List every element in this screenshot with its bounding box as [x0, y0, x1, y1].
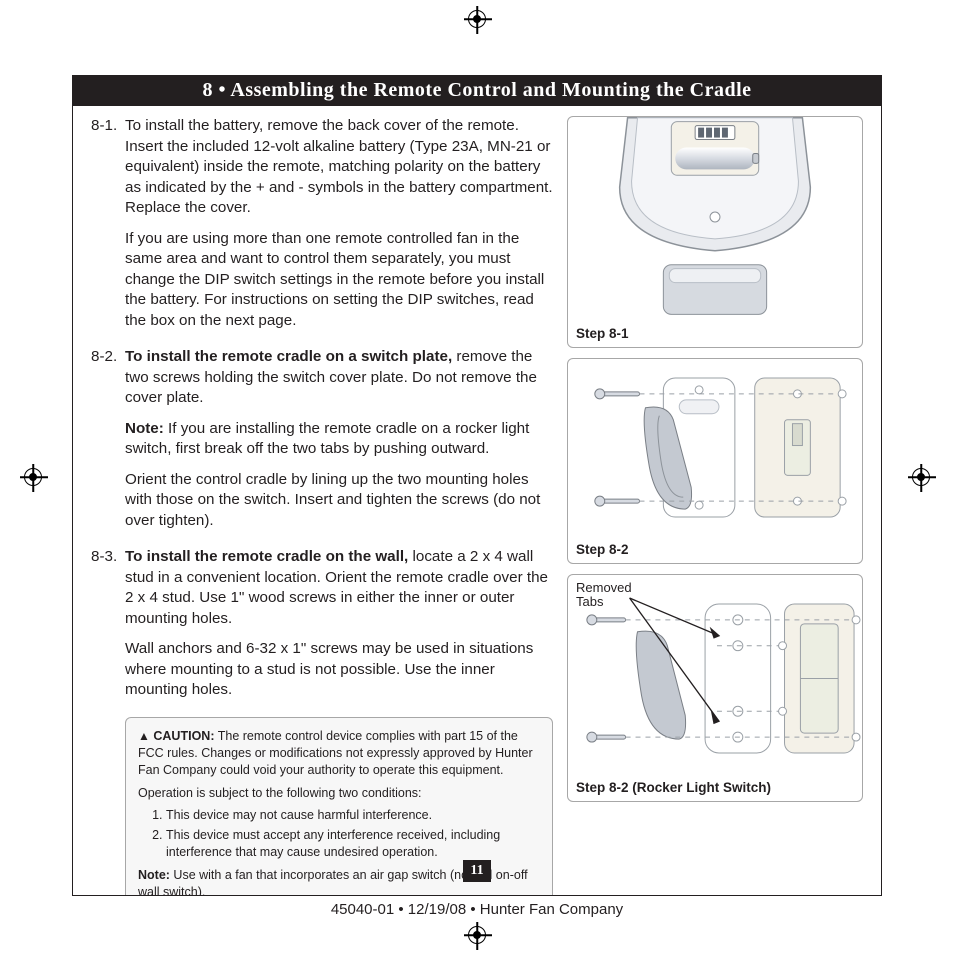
registration-mark-right — [912, 468, 930, 486]
registration-mark-bottom — [468, 926, 486, 944]
caution-icon: ▲ — [138, 728, 150, 744]
step-8-1-para-2: If you are using more than one remote co… — [125, 229, 553, 332]
step-8-2-para-1: To install the remote cradle on a switch… — [125, 347, 553, 409]
step-number: 8-2. — [91, 347, 125, 541]
caution-condition-1: This device may not cause harmful interf… — [166, 807, 540, 824]
page-frame: 8 • Assembling the Remote Control and Mo… — [72, 75, 882, 896]
step-8-3-para-2: Wall anchors and 6-32 x 1" screws may be… — [125, 639, 553, 701]
figure-8-2-illustration — [568, 359, 862, 538]
page-number-badge: 11 — [463, 860, 491, 882]
figure-8-1-illustration — [568, 117, 862, 322]
figure-caption: Step 8-2 — [568, 538, 862, 563]
caution-condition-2: This device must accept any interference… — [166, 827, 540, 861]
figure-step-8-1: Step 8-1 — [567, 116, 863, 348]
figure-step-8-2: Step 8-2 — [567, 358, 863, 564]
content-area: 8-1. To install the battery, remove the … — [73, 106, 881, 895]
step-8-2-para-3: Orient the control cradle by lining up t… — [125, 470, 553, 532]
removed-tabs-label: Removed Tabs — [576, 581, 632, 608]
figure-step-8-2-rocker: Removed Tabs — [567, 574, 863, 802]
footer-line: 45040-01 • 12/19/08 • Hunter Fan Company — [0, 901, 954, 918]
step-8-3-para-1: To install the remote cradle on the wall… — [125, 547, 553, 629]
caution-conditions-intro: Operation is subject to the following tw… — [138, 785, 540, 802]
step-8-2: 8-2. To install the remote cradle on a s… — [91, 347, 553, 541]
step-8-1-para-1: To install the battery, remove the back … — [125, 116, 553, 219]
figure-caption: Step 8-2 (Rocker Light Switch) — [568, 776, 862, 801]
step-8-3: 8-3. To install the remote cradle on the… — [91, 547, 553, 711]
section-title: 8 • Assembling the Remote Control and Mo… — [73, 76, 881, 106]
figure-caption: Step 8-1 — [568, 322, 862, 347]
step-number: 8-3. — [91, 547, 125, 711]
text-column: 8-1. To install the battery, remove the … — [91, 116, 553, 887]
registration-mark-left — [24, 468, 42, 486]
caution-conditions-list: This device may not cause harmful interf… — [166, 807, 540, 861]
step-8-1: 8-1. To install the battery, remove the … — [91, 116, 553, 341]
step-8-2-note: Note: If you are installing the remote c… — [125, 419, 553, 460]
figure-column: Step 8-1 — [567, 116, 863, 887]
step-number: 8-1. — [91, 116, 125, 341]
registration-mark-top — [468, 10, 486, 28]
caution-line: ▲ CAUTION: The remote control device com… — [138, 728, 540, 779]
